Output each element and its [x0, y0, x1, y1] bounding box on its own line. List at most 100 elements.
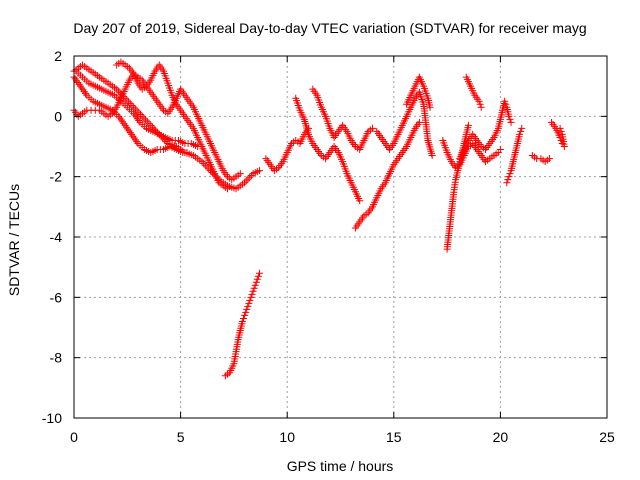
- data-point: [78, 84, 86, 92]
- data-point: [250, 284, 258, 292]
- data-point: [368, 124, 376, 132]
- series-arc-17: [503, 124, 526, 187]
- data-point: [135, 117, 143, 125]
- data-point: [558, 130, 566, 138]
- series-arc-5: [113, 58, 244, 184]
- data-point: [496, 146, 504, 154]
- data-point: [236, 170, 244, 178]
- series-arc-13: [439, 136, 504, 172]
- data-point: [428, 152, 436, 160]
- data-point: [224, 185, 232, 193]
- x-tick-label: 25: [599, 429, 615, 445]
- data-point: [251, 281, 259, 289]
- data-point: [504, 176, 512, 184]
- data-point: [426, 103, 434, 111]
- data-point: [506, 170, 514, 178]
- series-arc-6: [221, 269, 263, 380]
- series-arc-10: [351, 118, 423, 232]
- series-arc-16: [462, 73, 485, 111]
- data-point: [239, 314, 247, 322]
- data-point: [245, 299, 253, 307]
- x-tick-label: 5: [177, 429, 185, 445]
- data-point: [356, 197, 364, 205]
- axis-ticks: 0 5 10 15 20 25 -10 -8 -6 -4 -2 0 2: [42, 48, 615, 445]
- series-arc-19: [548, 118, 568, 150]
- data-point: [241, 179, 249, 187]
- data-point: [120, 120, 128, 128]
- series-arc-15: [456, 97, 515, 163]
- data-point: [242, 308, 250, 316]
- data-point: [117, 116, 125, 124]
- data-point: [125, 127, 133, 135]
- data-point: [116, 114, 124, 122]
- data-point: [130, 134, 138, 142]
- data-point: [464, 121, 472, 129]
- data-point: [506, 115, 514, 123]
- data-point: [82, 89, 90, 97]
- data-point: [74, 79, 82, 87]
- series-arc-7: [262, 124, 313, 175]
- data-point: [71, 75, 79, 83]
- y-tick-label: 0: [54, 108, 62, 124]
- y-tick-label: -2: [50, 169, 63, 185]
- data-point: [505, 173, 513, 181]
- data-point: [502, 100, 510, 108]
- x-tick-label: 20: [493, 429, 509, 445]
- data-point: [505, 112, 513, 120]
- data-point: [545, 155, 553, 163]
- series-arc-12: [403, 73, 434, 111]
- x-tick-label: 0: [70, 429, 78, 445]
- data-point: [142, 116, 150, 124]
- data-point: [115, 112, 123, 120]
- data-point: [253, 275, 261, 283]
- data-point: [128, 130, 136, 138]
- data-point: [200, 159, 208, 167]
- y-tick-label: 2: [54, 48, 62, 64]
- data-point: [249, 287, 257, 295]
- data-point: [121, 121, 129, 129]
- data-point: [201, 161, 209, 169]
- data-point: [126, 129, 134, 137]
- data-point: [476, 100, 484, 108]
- data-point: [123, 96, 131, 104]
- x-tick-label: 10: [279, 429, 295, 445]
- data-point: [255, 167, 263, 175]
- data-point: [140, 114, 148, 122]
- y-tick-label: -8: [50, 350, 63, 366]
- data-point: [131, 136, 139, 144]
- x-axis-label: GPS time / hours: [287, 458, 394, 474]
- data-points: [70, 58, 568, 380]
- data-point: [501, 97, 509, 105]
- data-point: [131, 111, 139, 119]
- data-point: [76, 82, 84, 90]
- data-point: [130, 103, 138, 111]
- data-point: [516, 130, 524, 138]
- data-point: [138, 112, 146, 120]
- data-point: [122, 123, 130, 131]
- data-point: [238, 317, 246, 325]
- data-point: [80, 88, 88, 96]
- data-point: [131, 105, 139, 113]
- y-tick-label: -10: [42, 410, 62, 426]
- data-point: [507, 118, 515, 126]
- grid-lines: [74, 56, 607, 418]
- data-point: [242, 177, 250, 185]
- y-axis-label: SDTVAR / TECUs: [6, 184, 22, 296]
- data-point: [246, 173, 254, 181]
- data-point: [126, 100, 134, 108]
- data-point: [132, 113, 140, 121]
- data-point: [244, 175, 252, 183]
- data-point: [243, 305, 251, 313]
- data-point: [503, 179, 511, 187]
- data-point: [255, 269, 263, 277]
- data-point: [244, 302, 252, 310]
- data-point: [557, 127, 565, 135]
- data-point: [198, 158, 206, 166]
- data-point: [133, 138, 141, 146]
- y-tick-label: -4: [50, 229, 63, 245]
- series-arc-11: [373, 88, 436, 160]
- data-point: [125, 98, 133, 106]
- data-point: [247, 171, 255, 179]
- data-point: [517, 127, 525, 135]
- data-point: [477, 103, 485, 111]
